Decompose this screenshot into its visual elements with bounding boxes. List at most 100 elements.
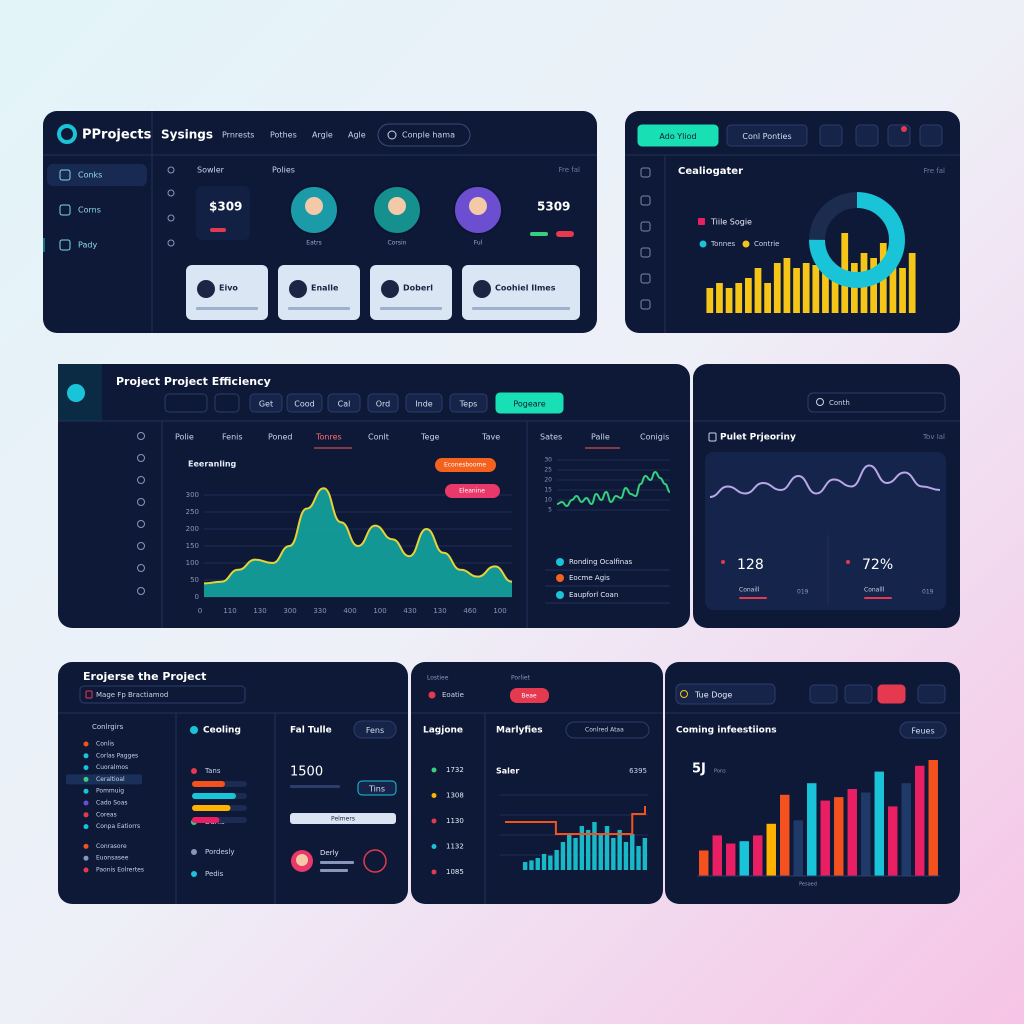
tab[interactable]: Poned — [268, 433, 293, 442]
search-icon — [387, 130, 397, 140]
tree-item[interactable]: Cuoralmos — [96, 764, 128, 771]
bar — [915, 765, 925, 876]
button[interactable] — [495, 392, 564, 414]
bar — [522, 862, 528, 870]
tree-item[interactable]: Conrasore — [96, 843, 127, 850]
label: Pordesly — [205, 848, 235, 856]
tab[interactable]: Palle — [591, 433, 610, 442]
heading-dot — [190, 726, 198, 734]
button-label[interactable]: Fens — [366, 726, 384, 735]
sidebar-item[interactable]: Corns — [78, 206, 101, 215]
tab[interactable]: Conlt — [368, 433, 389, 442]
nav-link[interactable]: Prnrests — [222, 131, 254, 140]
tree-item[interactable]: Conpa Eatiorrs — [96, 823, 140, 830]
pill[interactable] — [435, 458, 496, 472]
tree-item[interactable]: Pommuig — [96, 788, 124, 795]
button[interactable] — [249, 393, 283, 413]
tree-item[interactable]: Conlis — [96, 741, 114, 748]
label: Tonnes — [710, 240, 736, 248]
tree-dot — [83, 788, 89, 794]
label: PProjects — [82, 128, 152, 143]
filter[interactable] — [164, 393, 208, 413]
notification-dot — [901, 126, 907, 132]
button-label[interactable]: Inde — [415, 400, 433, 409]
button[interactable] — [353, 720, 397, 739]
button[interactable] — [367, 393, 399, 413]
button[interactable] — [405, 393, 443, 413]
icon-button[interactable] — [917, 684, 946, 704]
button-label[interactable]: Ord — [376, 400, 391, 409]
label: Eeeranling — [188, 460, 237, 469]
search-box[interactable] — [807, 392, 946, 413]
sidebar-item[interactable]: Conks — [78, 171, 102, 180]
stat-dot — [846, 560, 850, 564]
card[interactable] — [370, 265, 452, 320]
tree-item[interactable]: Corlas Pagges — [96, 752, 138, 759]
button-label[interactable]: Get — [259, 400, 273, 409]
tab[interactable] — [675, 683, 776, 705]
tab[interactable]: Tave — [481, 433, 500, 442]
label: Enalle — [311, 284, 339, 293]
search-text[interactable]: Conple hama — [402, 131, 455, 140]
bar — [744, 278, 752, 313]
button[interactable] — [726, 124, 808, 147]
icon-button[interactable] — [919, 124, 943, 147]
bar — [822, 273, 829, 313]
search-box[interactable] — [565, 721, 650, 739]
tree-item[interactable]: Coreas — [96, 811, 117, 818]
tab[interactable]: Fenis — [222, 433, 243, 442]
tree-item[interactable]: Cado Soas — [96, 800, 128, 807]
tool-icon — [167, 166, 175, 174]
button-label[interactable]: Conl Ponties — [742, 132, 791, 141]
button[interactable] — [449, 393, 488, 413]
button[interactable] — [327, 393, 361, 413]
bar — [908, 253, 916, 313]
tab[interactable]: Polie — [175, 433, 194, 442]
icon-button[interactable] — [877, 684, 906, 704]
button-label[interactable]: Feues — [911, 727, 934, 736]
label[interactable]: Pelmers — [331, 816, 355, 823]
pill[interactable] — [445, 484, 500, 498]
card[interactable] — [186, 265, 268, 320]
bar-button[interactable] — [290, 813, 396, 824]
button[interactable] — [899, 721, 947, 739]
button-label[interactable]: Ado Yliod — [659, 132, 696, 141]
icon-button[interactable] — [809, 684, 838, 704]
nav-link[interactable]: Argle — [312, 131, 333, 140]
tree-item[interactable]: Paonis Eolrertes — [96, 867, 144, 874]
button-label[interactable]: Pogeare — [513, 400, 545, 409]
label: Doberl — [403, 284, 433, 293]
label: 5309 — [537, 200, 570, 214]
sidebar-item[interactable]: Pady — [78, 241, 97, 250]
bar — [793, 268, 800, 313]
button-label[interactable]: Tins — [368, 785, 385, 794]
button[interactable] — [286, 393, 323, 413]
icon-button[interactable] — [844, 684, 873, 704]
button-label[interactable]: Teps — [459, 400, 478, 409]
button[interactable] — [637, 124, 719, 147]
label: $309 — [209, 200, 242, 214]
button[interactable] — [357, 780, 397, 796]
icon-button[interactable] — [855, 124, 879, 147]
button-label[interactable]: Cal — [338, 400, 351, 409]
tab[interactable]: Sates — [540, 433, 562, 442]
nav-link[interactable]: Pothes — [270, 131, 297, 140]
y-tick-label: 100 — [186, 559, 199, 567]
card[interactable] — [278, 265, 360, 320]
tab[interactable]: Tonres — [315, 433, 342, 442]
tab[interactable]: Conigis — [640, 433, 669, 442]
nav-link[interactable]: Agle — [348, 131, 366, 140]
tree-item[interactable]: Ceraltioal — [96, 776, 125, 783]
icon-button[interactable] — [819, 124, 843, 147]
tree-item[interactable]: Euonsasee — [96, 855, 129, 862]
search-box[interactable] — [377, 123, 471, 147]
bar — [726, 843, 736, 876]
dropdown[interactable] — [79, 685, 246, 704]
button-label[interactable]: Cood — [294, 400, 314, 409]
filter[interactable] — [214, 393, 240, 413]
card[interactable] — [462, 265, 580, 320]
tab[interactable]: Tege — [420, 433, 440, 442]
pill[interactable] — [510, 688, 549, 703]
label: Pedis — [205, 870, 224, 878]
bar — [820, 800, 830, 876]
